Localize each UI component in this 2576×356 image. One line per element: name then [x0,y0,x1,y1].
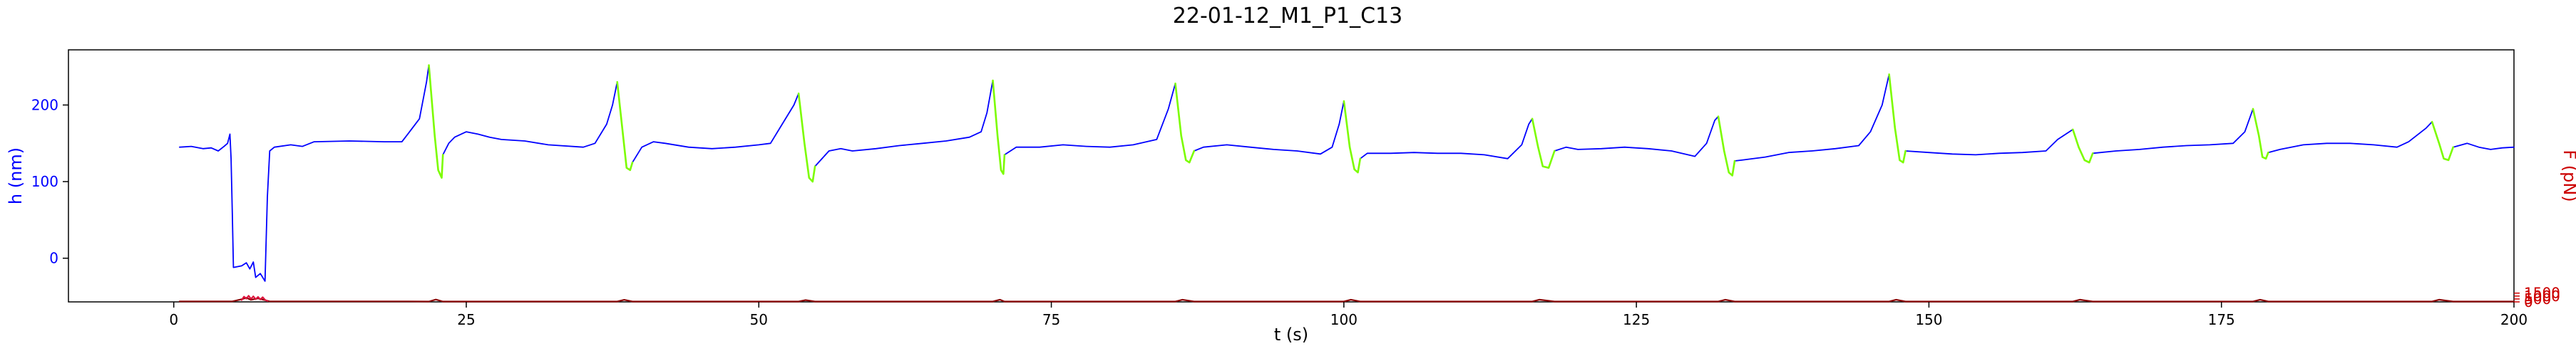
height-trace-4 [1004,83,1176,156]
retraction-segment-18 [1343,100,1362,174]
series-layer [178,64,2515,303]
y-axis-left: 0 100 200 [31,96,68,267]
y-right-tick-label-1000: 1000 [2524,288,2560,305]
retraction-segment-22 [2072,128,2094,164]
x-tick-label-100: 100 [1330,311,1358,328]
x-tick-label-200: 200 [2500,311,2528,328]
y-axis-left-label: h (nm) [6,147,26,204]
height-trace-2 [632,93,799,164]
x-tick-label-75: 75 [1042,311,1060,328]
retraction-segment-24 [2431,120,2454,162]
retraction-segment-23 [2252,108,2269,160]
x-tick-label-125: 125 [1623,311,1650,328]
y-left-tick-label-0: 0 [49,250,58,267]
height-trace-9 [1904,129,2074,156]
height-trace-8 [1734,73,1890,162]
retraction-segment-16 [992,79,1006,175]
x-axis: 0 25 50 75 100 125 150 175 200 [169,302,2528,328]
height-trace-10 [2092,108,2254,155]
height-trace-11 [2267,121,2433,154]
retraction-segment-17 [1174,83,1196,164]
x-tick-label-0: 0 [169,311,178,328]
retraction-segment-19 [1531,117,1556,169]
y-left-tick-label-100: 100 [31,173,58,190]
height-trace-12 [2452,142,2515,150]
retraction-segment-21 [1888,73,1907,164]
retraction-segment-15 [797,93,816,183]
y-left-tick-label-200: 200 [31,96,58,113]
force-trace-25 [178,297,2515,303]
height-trace-5 [1193,100,1345,155]
y-right-tick-label-1500: 1500 [2524,285,2560,302]
force-spike-26 [240,295,269,302]
y-right-tick-label-500: 500 [2524,290,2551,308]
x-tick-label-25: 25 [457,311,475,328]
x-axis-label: t (s) [1274,325,1308,345]
plot-area [68,49,2515,303]
retraction-segment-13 [428,64,444,179]
x-tick-label-50: 50 [750,311,768,328]
y-axis-right-label: F (pN) [2560,150,2576,201]
x-tick-label-175: 175 [2208,311,2235,328]
height-trace-1 [442,81,618,156]
height-trace-0 [179,64,430,282]
height-trace-7 [1554,115,1719,157]
plot-frame [68,49,2515,303]
height-trace-3 [814,80,994,167]
y-right-tick-label-0: 0 [2524,293,2533,310]
retraction-segment-20 [1717,115,1736,177]
retraction-segment-14 [616,80,634,172]
height-trace-6 [1359,117,1533,159]
chart-title: 22-01-12_M1_P1_C13 [1173,4,1402,28]
x-tick-label-150: 150 [1915,311,1942,328]
